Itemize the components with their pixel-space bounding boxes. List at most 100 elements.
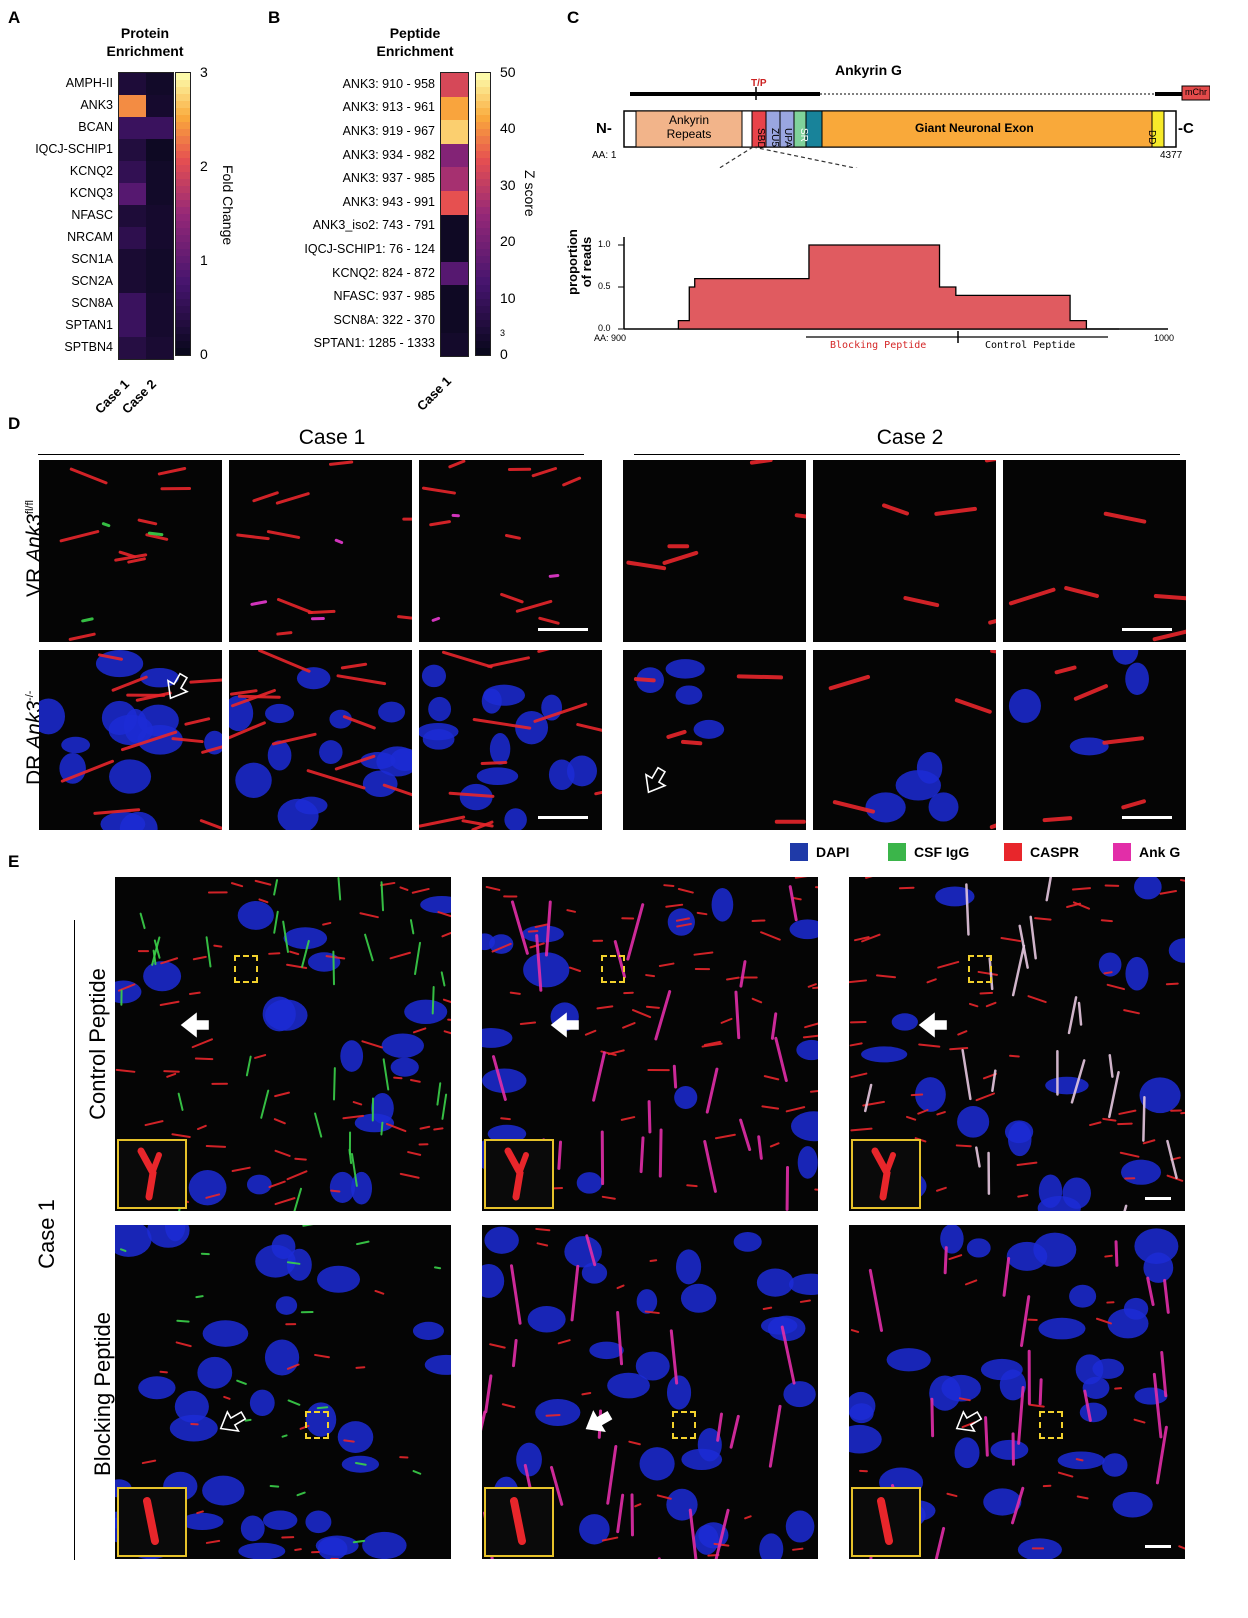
colorbar-segment [176, 270, 190, 278]
control-peptide-label: Control Peptide [985, 340, 1076, 351]
heatmap-cell [119, 249, 146, 271]
colorbar-segment [176, 199, 190, 208]
colorbar-frame [175, 72, 191, 356]
heatmap-row-label: KCNQ2 [69, 164, 113, 178]
colorbar-tick-label: 2 [200, 158, 208, 174]
coverage-ytick-0: 0.0 [598, 323, 611, 333]
domain-sbd: SBD [755, 128, 766, 149]
arrow-icon [219, 1410, 247, 1433]
heatmap-col-label: Case 1 [413, 373, 454, 414]
case1-rule [38, 454, 584, 455]
colorbar-segment [176, 129, 190, 137]
legend-label: Ank G [1139, 844, 1181, 860]
heatmap-cell [119, 161, 146, 183]
colorbar-segment [476, 164, 490, 173]
image-e-blocking-1 [115, 1225, 451, 1559]
case1-vertical-rule [74, 920, 75, 1560]
colorbar-segment [476, 192, 490, 201]
colorbar-segment [176, 80, 190, 88]
scale-bar [1122, 816, 1172, 819]
mchr-label: mChr [1185, 87, 1207, 97]
colorbar-b-label: Z score [522, 170, 538, 217]
heatmap-cell [441, 238, 468, 262]
case2-title: Case 2 [876, 426, 944, 449]
image-e-control-3 [849, 877, 1185, 1211]
legend-swatch [888, 843, 906, 861]
row-label-blocking-peptide: Blocking Peptide [90, 1312, 115, 1476]
colorbar-segment [176, 249, 190, 257]
arrow-icon [180, 1012, 209, 1038]
arrow-icon [955, 1410, 983, 1433]
colorbar-segment [176, 150, 190, 159]
colorbar-tick-label: 1 [200, 252, 208, 268]
colorbar-segment [476, 312, 490, 321]
heatmap-cell [441, 191, 468, 215]
heatmap-row-label: ANK3: 919 - 967 [342, 124, 435, 138]
arrow-icon [550, 1012, 579, 1038]
heatmap-row-label: AMPH-II [65, 76, 113, 90]
colorbar-segment [476, 73, 490, 81]
coverage-ytick-05: 0.5 [598, 281, 611, 291]
heatmap-row-label: SCN8A: 322 - 370 [333, 312, 435, 327]
colorbar-segment [176, 115, 190, 123]
colorbar-segment [176, 192, 190, 201]
colorbar-segment [176, 242, 190, 250]
colorbar-segment [176, 87, 190, 95]
colorbar-segment [176, 171, 190, 180]
colorbar-segment [476, 122, 490, 130]
colorbar-segment [476, 235, 490, 243]
heatmap-cell [441, 143, 468, 168]
arrow-icon [585, 1410, 613, 1433]
coverage-xend: 1000 [1154, 333, 1175, 343]
domain-zu5: ZU5 [769, 128, 780, 147]
colorbar-segment [476, 263, 490, 271]
heatmap-cell [146, 293, 173, 315]
heatmap-cell [441, 120, 468, 144]
colorbar-segment [176, 319, 190, 328]
domain-upa: UPA [782, 128, 793, 148]
panel-c-title: Ankyrin G [835, 62, 902, 78]
image-d-case2-dr-2 [813, 650, 996, 830]
heatmap-row-label: SCN1A [71, 252, 113, 266]
colorbar-segment [176, 164, 190, 173]
image-d-case1-vr-2 [229, 460, 412, 642]
image-d-case1-dr-3 [419, 650, 602, 830]
colorbar-segment [476, 94, 490, 102]
colorbar-segment [476, 136, 490, 144]
colorbar-segment [176, 326, 190, 335]
colorbar-segment [476, 171, 490, 180]
colorbar-segment [476, 333, 490, 342]
image-d-case2-vr-2 [813, 460, 996, 642]
aa-end-label: 4377 [1160, 150, 1183, 161]
colorbar-segment [176, 263, 190, 271]
heatmap-row-label: KCNQ3 [69, 186, 113, 200]
colorbar-segment [476, 178, 490, 187]
heatmap-cell [146, 117, 173, 139]
heatmap-row-label: SPTAN1 [65, 318, 113, 332]
panel-letter-c: C [567, 8, 580, 27]
heatmap-row-label: NFASC [71, 208, 113, 222]
colorbar-segment [476, 284, 490, 293]
heatmap-frame [118, 72, 174, 360]
heatmap-row-label: SPTBN4 [64, 340, 113, 354]
colorbar-tick-label: 50 [500, 64, 516, 80]
legend-label: CASPR [1030, 844, 1080, 860]
heatmap-cell [146, 337, 173, 359]
heatmap-cell [146, 249, 173, 271]
colorbar-segment [176, 143, 190, 152]
image-e-control-1 [115, 877, 451, 1211]
colorbar-segment [476, 129, 490, 137]
scale-bar [1145, 1197, 1171, 1200]
colorbar-tick-label: 30 [500, 176, 516, 193]
heatmap-cell [119, 95, 146, 117]
colorbar-tick-label: 3 [200, 64, 208, 80]
zoom-inset [484, 1139, 554, 1209]
scale-bar [538, 816, 588, 819]
colorbar-segment [176, 291, 190, 300]
heatmap-cell [146, 271, 173, 293]
colorbar-segment [476, 80, 490, 88]
zoom-region-box [305, 1411, 329, 1439]
colorbar-segment [476, 347, 490, 356]
heatmap-cell [146, 73, 173, 95]
heatmap-cell [119, 183, 146, 205]
